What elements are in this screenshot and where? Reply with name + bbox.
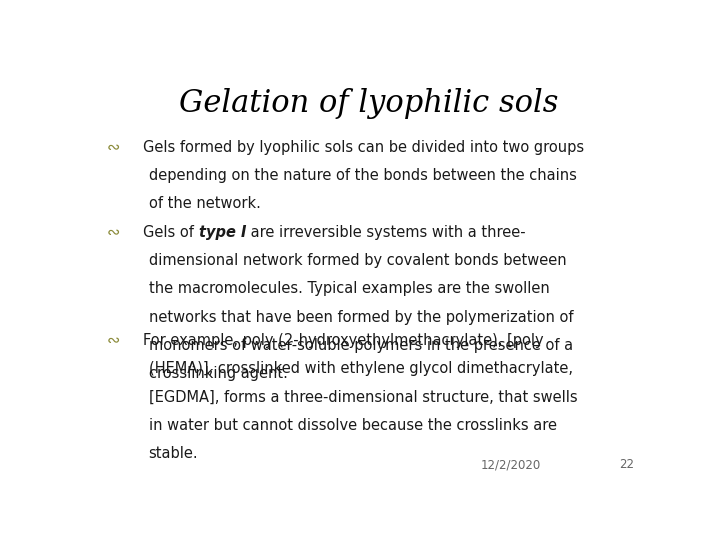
Text: stable.: stable.	[148, 446, 198, 461]
Text: For example, poly (2-hydroxyethylmethacrylate), [poly: For example, poly (2-hydroxyethylmethacr…	[143, 333, 544, 348]
Text: Gels formed by lyophilic sols can be divided into two groups: Gels formed by lyophilic sols can be div…	[143, 140, 584, 154]
Text: monomers of water-soluble polymers in the presence of a: monomers of water-soluble polymers in th…	[148, 338, 572, 353]
Text: 12/2/2020: 12/2/2020	[481, 458, 541, 471]
Text: Gelation of lyophilic sols: Gelation of lyophilic sols	[179, 87, 559, 119]
Text: [EGDMA], forms a three-dimensional structure, that swells: [EGDMA], forms a three-dimensional struc…	[148, 389, 577, 404]
Text: (HEMA)], crosslinked with ethylene glycol dimethacrylate,: (HEMA)], crosslinked with ethylene glyco…	[148, 361, 572, 376]
Text: are irreversible systems with a three-: are irreversible systems with a three-	[246, 225, 526, 240]
Text: 22: 22	[619, 458, 634, 471]
Text: Gels of: Gels of	[143, 225, 199, 240]
Text: ∾: ∾	[107, 333, 120, 348]
Text: type I: type I	[199, 225, 246, 240]
Text: dimensional network formed by covalent bonds between: dimensional network formed by covalent b…	[148, 253, 566, 268]
Text: depending on the nature of the bonds between the chains: depending on the nature of the bonds bet…	[148, 168, 577, 183]
Text: crosslinking agent.: crosslinking agent.	[148, 366, 287, 381]
Text: ∾: ∾	[107, 140, 120, 154]
Text: networks that have been formed by the polymerization of: networks that have been formed by the po…	[148, 310, 573, 325]
Text: the macromolecules. Typical examples are the swollen: the macromolecules. Typical examples are…	[148, 281, 549, 296]
Text: ∾: ∾	[107, 225, 120, 240]
Text: of the network.: of the network.	[148, 196, 261, 211]
Text: in water but cannot dissolve because the crosslinks are: in water but cannot dissolve because the…	[148, 418, 557, 433]
